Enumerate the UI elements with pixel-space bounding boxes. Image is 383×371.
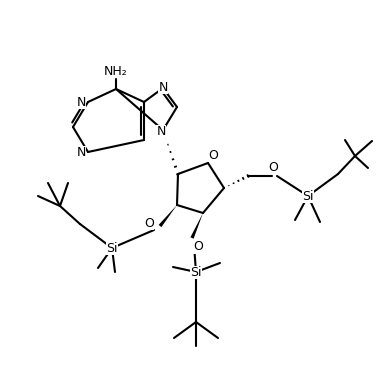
Text: O: O [208, 148, 218, 161]
Text: Si: Si [302, 190, 314, 203]
Text: N: N [76, 145, 86, 158]
Text: Si: Si [106, 242, 118, 255]
Text: N: N [76, 95, 86, 108]
Text: O: O [193, 240, 203, 253]
Text: O: O [268, 161, 278, 174]
Text: NH₂: NH₂ [104, 65, 128, 78]
Polygon shape [159, 205, 177, 227]
Text: O: O [144, 217, 154, 230]
Text: Si: Si [190, 266, 202, 279]
Text: N: N [156, 125, 166, 138]
Polygon shape [190, 213, 203, 239]
Text: N: N [158, 81, 168, 93]
